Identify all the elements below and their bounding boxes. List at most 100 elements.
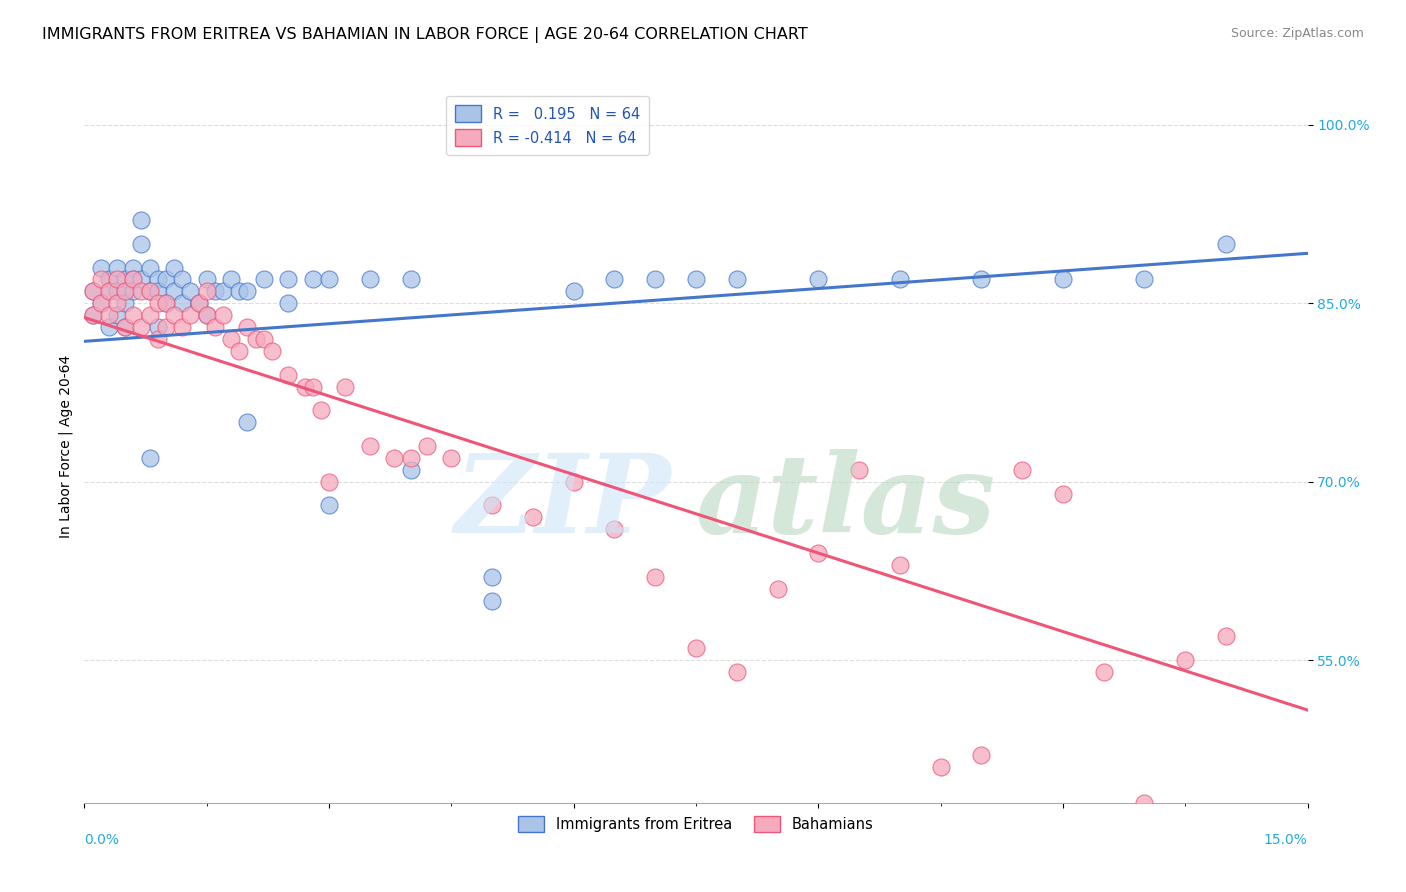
Point <box>146 285 169 299</box>
Point <box>929 760 952 774</box>
Point <box>204 320 226 334</box>
Point <box>1011 463 1033 477</box>
Point <box>138 450 160 465</box>
Point <box>105 296 128 310</box>
Point <box>122 285 145 299</box>
Point <box>163 285 186 299</box>
Point <box>277 296 299 310</box>
Point <box>179 308 201 322</box>
Point <box>90 272 112 286</box>
Point <box>644 272 666 286</box>
Point <box>1174 653 1197 667</box>
Point <box>481 570 503 584</box>
Point <box>131 236 153 251</box>
Point <box>122 260 145 275</box>
Text: atlas: atlas <box>696 450 997 557</box>
Point <box>114 320 136 334</box>
Point <box>146 320 169 334</box>
Point <box>138 260 160 275</box>
Point <box>359 439 381 453</box>
Point <box>236 415 259 429</box>
Point <box>187 296 209 310</box>
Point <box>146 272 169 286</box>
Point <box>131 213 153 227</box>
Text: Source: ZipAtlas.com: Source: ZipAtlas.com <box>1230 27 1364 40</box>
Y-axis label: In Labor Force | Age 20-64: In Labor Force | Age 20-64 <box>59 354 73 538</box>
Point <box>228 285 250 299</box>
Point <box>212 285 235 299</box>
Point <box>1052 486 1074 500</box>
Point <box>122 308 145 322</box>
Point <box>90 296 112 310</box>
Point <box>219 272 242 286</box>
Point <box>766 582 789 596</box>
Point <box>848 463 870 477</box>
Point <box>122 272 145 286</box>
Point <box>1133 796 1156 810</box>
Text: 0.0%: 0.0% <box>84 832 120 847</box>
Point <box>155 272 177 286</box>
Point <box>97 272 120 286</box>
Point <box>172 320 194 334</box>
Point <box>603 522 626 536</box>
Point <box>277 272 299 286</box>
Point <box>236 320 259 334</box>
Point <box>399 463 422 477</box>
Point <box>131 285 153 299</box>
Point <box>889 272 911 286</box>
Point <box>122 272 145 286</box>
Point <box>318 499 340 513</box>
Point <box>146 332 169 346</box>
Point <box>187 296 209 310</box>
Point <box>90 296 112 310</box>
Point <box>82 308 104 322</box>
Point <box>253 332 276 346</box>
Point <box>416 439 439 453</box>
Point <box>481 499 503 513</box>
Point <box>807 272 830 286</box>
Point <box>114 272 136 286</box>
Point <box>685 272 707 286</box>
Point <box>82 285 104 299</box>
Point <box>97 320 120 334</box>
Point <box>195 272 218 286</box>
Point <box>195 308 218 322</box>
Point <box>294 379 316 393</box>
Point <box>228 343 250 358</box>
Point <box>114 285 136 299</box>
Point <box>889 558 911 572</box>
Point <box>236 285 259 299</box>
Point <box>301 272 323 286</box>
Point <box>522 510 544 524</box>
Point <box>97 285 120 299</box>
Point <box>138 308 160 322</box>
Legend: Immigrants from Eritrea, Bahamians: Immigrants from Eritrea, Bahamians <box>512 810 880 838</box>
Point <box>163 308 186 322</box>
Point <box>105 260 128 275</box>
Point <box>1092 665 1115 679</box>
Point <box>440 450 463 465</box>
Point <box>725 272 748 286</box>
Point <box>155 296 177 310</box>
Point <box>603 272 626 286</box>
Point <box>219 332 242 346</box>
Point <box>172 272 194 286</box>
Point <box>195 308 218 322</box>
Point <box>82 285 104 299</box>
Point <box>204 285 226 299</box>
Point <box>970 748 993 763</box>
Point <box>562 285 585 299</box>
Point <box>114 285 136 299</box>
Point <box>309 403 332 417</box>
Point <box>172 296 194 310</box>
Point <box>382 450 405 465</box>
Point <box>155 296 177 310</box>
Point <box>260 343 283 358</box>
Point <box>90 260 112 275</box>
Point <box>97 308 120 322</box>
Text: IMMIGRANTS FROM ERITREA VS BAHAMIAN IN LABOR FORCE | AGE 20-64 CORRELATION CHART: IMMIGRANTS FROM ERITREA VS BAHAMIAN IN L… <box>42 27 808 43</box>
Point <box>318 272 340 286</box>
Point <box>146 296 169 310</box>
Point <box>155 320 177 334</box>
Point <box>138 285 160 299</box>
